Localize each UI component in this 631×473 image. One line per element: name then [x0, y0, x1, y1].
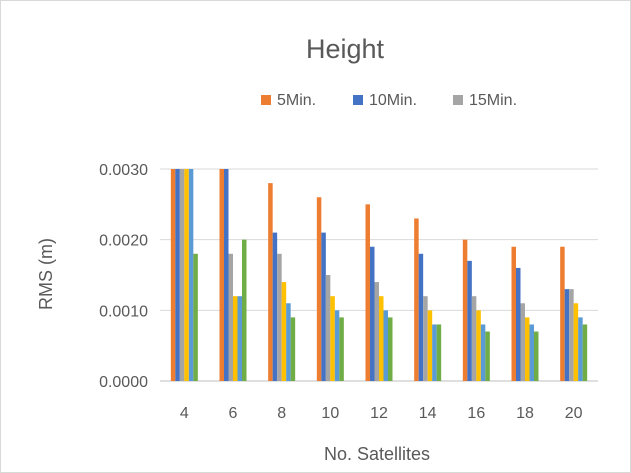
- bar: [238, 296, 243, 381]
- bar: [467, 261, 472, 381]
- legend-swatch: [261, 95, 271, 105]
- bar: [335, 310, 340, 381]
- bar: [370, 247, 375, 381]
- bar: [574, 303, 579, 381]
- bar: [339, 317, 344, 381]
- bar: [242, 240, 247, 381]
- bars: [171, 169, 587, 381]
- bar: [273, 233, 278, 381]
- bar: [330, 296, 335, 381]
- bar: [375, 282, 380, 381]
- y-tick-labels: 0.0000 0.0010 0.0020 0.0030: [99, 162, 148, 391]
- x-tick-label: 6: [229, 405, 238, 422]
- bar: [193, 254, 198, 381]
- bar: [414, 218, 419, 381]
- bar: [560, 247, 565, 381]
- legend-label: 10Min.: [369, 92, 417, 109]
- x-tick-label: 12: [370, 405, 388, 422]
- x-tick-label: 8: [277, 405, 286, 422]
- bar: [423, 296, 428, 381]
- bar: [512, 247, 517, 381]
- bar: [317, 197, 322, 381]
- bar: [282, 282, 287, 381]
- bar: [233, 296, 238, 381]
- bar: [419, 254, 424, 381]
- chart-title: Height: [306, 34, 385, 64]
- bar: [268, 183, 273, 381]
- bar: [428, 310, 433, 381]
- legend-label: 15Min.: [469, 92, 517, 109]
- y-tick-label: 0.0020: [99, 233, 148, 250]
- bar: [175, 169, 180, 381]
- x-tick-label: 20: [565, 405, 583, 422]
- bar: [569, 289, 574, 381]
- legend-swatch: [453, 95, 463, 105]
- bar: [534, 332, 539, 381]
- bar: [180, 169, 185, 381]
- bar: [432, 324, 437, 381]
- bar: [476, 310, 481, 381]
- bar: [326, 275, 331, 381]
- bar: [516, 268, 521, 381]
- legend-label: 5Min.: [277, 92, 316, 109]
- legend: 5Min. 10Min. 15Min.: [261, 92, 517, 109]
- y-tick-label: 0.0030: [99, 162, 148, 179]
- bar: [481, 324, 486, 381]
- bar: [366, 204, 371, 381]
- y-axis-title: RMS (m): [36, 238, 56, 310]
- bar: [224, 169, 229, 381]
- x-tick-label: 4: [180, 405, 189, 422]
- bar: [463, 240, 468, 381]
- bar: [189, 169, 194, 381]
- bar: [472, 296, 477, 381]
- bar: [578, 317, 583, 381]
- x-tick-label: 10: [321, 405, 339, 422]
- bar: [277, 254, 282, 381]
- bar: [321, 233, 326, 381]
- x-tick-label: 16: [467, 405, 485, 422]
- bar: [384, 310, 389, 381]
- bar: [530, 324, 535, 381]
- bar: [565, 289, 570, 381]
- bar: [291, 317, 296, 381]
- bar: [388, 317, 393, 381]
- y-tick-label: 0.0000: [99, 374, 148, 391]
- x-tick-label: 18: [516, 405, 534, 422]
- bar: [171, 169, 176, 381]
- bar: [583, 324, 588, 381]
- x-axis-title: No. Satellites: [324, 444, 430, 464]
- bar: [286, 303, 291, 381]
- x-tick-labels: 4 6 8 10 12 14 16 18 20: [180, 405, 583, 422]
- bar: [379, 296, 384, 381]
- bar: [485, 332, 490, 381]
- bar: [525, 317, 530, 381]
- legend-swatch: [353, 95, 363, 105]
- bar: [437, 324, 442, 381]
- x-tick-label: 14: [419, 405, 437, 422]
- bar: [229, 254, 234, 381]
- bar: [220, 169, 225, 381]
- bar: [184, 169, 189, 381]
- y-tick-label: 0.0010: [99, 303, 148, 320]
- bar: [521, 303, 526, 381]
